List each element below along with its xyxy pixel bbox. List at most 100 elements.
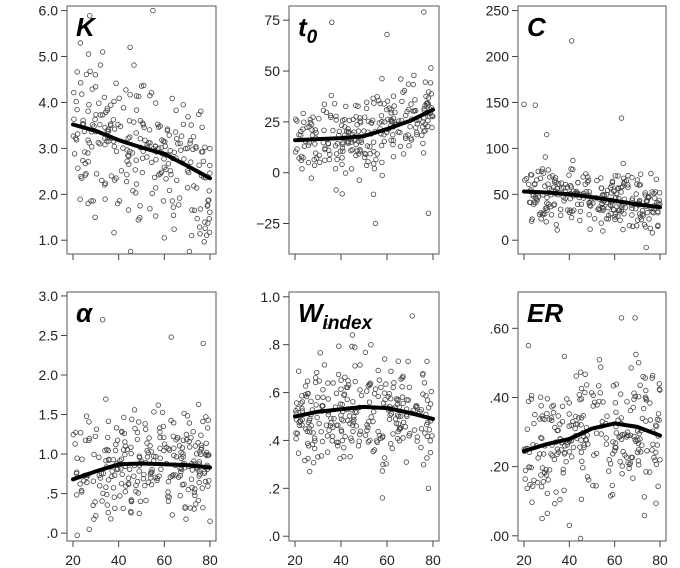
scatter-point — [429, 113, 435, 119]
scatter-point — [153, 156, 159, 163]
scatter-point — [611, 188, 617, 194]
scatter-point — [393, 396, 400, 402]
scatter-point — [147, 140, 153, 146]
scatter-point — [326, 156, 333, 163]
scatter-point — [577, 217, 583, 224]
scatter-point — [329, 438, 335, 444]
x-tick-label: 60 — [157, 552, 173, 568]
scatter-point — [533, 199, 539, 206]
scatter-point — [77, 40, 84, 46]
scatter-point — [619, 204, 625, 210]
scatter-point — [631, 396, 637, 402]
y-tick-label: 5.0 — [39, 49, 59, 65]
x-tick-label: 80 — [202, 552, 218, 568]
scatter-point — [348, 166, 355, 172]
scatter-point — [402, 424, 409, 430]
scatter-point — [625, 432, 631, 438]
scatter-point — [609, 491, 616, 498]
y-tick-label: .8 — [268, 337, 280, 353]
scatter-point — [358, 392, 365, 399]
scatter-point — [339, 191, 345, 197]
scatter-point — [187, 505, 194, 511]
scatter-point — [643, 244, 649, 251]
scatter-point — [146, 435, 152, 441]
scatter-point — [131, 62, 137, 68]
scatter-point — [544, 490, 550, 497]
scatter-point — [357, 148, 363, 154]
scatter-point — [74, 69, 80, 75]
scatter-point — [336, 343, 342, 349]
scatter-point — [323, 422, 330, 428]
scatter-point — [578, 422, 584, 428]
scatter-point — [122, 489, 128, 495]
scatter-point — [406, 384, 413, 390]
scatter-point — [327, 151, 333, 158]
scatter-point — [548, 212, 555, 218]
scatter-point — [85, 137, 91, 143]
scatter-point — [144, 440, 150, 446]
scatter-point — [201, 239, 207, 245]
scatter-point — [344, 128, 350, 135]
panel-title: α — [76, 298, 94, 328]
scatter-point — [164, 127, 170, 134]
scatter-point — [401, 87, 408, 94]
scatter-point — [127, 508, 134, 515]
scatter-point — [424, 397, 431, 403]
scatter-point — [387, 412, 393, 418]
scatter-point — [388, 116, 394, 123]
scatter-point — [96, 483, 103, 489]
scatter-point — [196, 459, 202, 465]
y-tick-label: 2.0 — [39, 186, 59, 202]
scatter-point — [145, 450, 151, 456]
scatter-point — [549, 417, 555, 424]
scatter-point — [399, 394, 406, 400]
scatter-point — [72, 429, 79, 436]
scatter-point — [600, 228, 606, 234]
scatter-point — [574, 421, 581, 427]
scatter-point — [618, 184, 624, 191]
scatter-point — [388, 368, 394, 374]
scatter-point — [528, 396, 534, 402]
scatter-point — [142, 137, 148, 143]
scatter-point — [157, 171, 163, 177]
scatter-point — [373, 156, 379, 163]
scatter-point — [382, 397, 388, 403]
scatter-point — [381, 455, 388, 461]
scatter-point — [92, 214, 98, 220]
scatter-point — [549, 453, 556, 459]
scatter-point — [123, 483, 129, 489]
scatter-point — [124, 171, 130, 178]
scatter-point — [378, 112, 385, 119]
scatter-point — [652, 422, 659, 428]
trend-line — [522, 421, 662, 454]
scatter-point — [385, 116, 391, 123]
scatter-point — [564, 396, 570, 402]
scatter-point — [123, 87, 129, 93]
scatter-point — [396, 413, 402, 420]
scatter-point — [613, 445, 619, 451]
scatter-point — [111, 98, 117, 105]
scatter-point — [540, 479, 546, 485]
scatter-point — [380, 433, 386, 439]
scatter-point — [342, 433, 348, 440]
scatter-point — [301, 143, 307, 149]
scatter-point — [555, 427, 561, 433]
scatter-point — [339, 145, 346, 151]
scatter-point — [320, 107, 327, 114]
scatter-point — [79, 456, 85, 462]
scatter-point — [413, 404, 419, 410]
scatter-point — [639, 207, 646, 214]
scatter-point — [522, 177, 528, 183]
scatter-point — [539, 413, 545, 419]
scatter-point — [600, 399, 606, 405]
scatter-point — [390, 431, 396, 437]
scatter-point — [160, 198, 167, 204]
y-tick-label: 1.0 — [39, 446, 59, 462]
scatter-point — [113, 175, 119, 181]
scatter-point — [179, 482, 186, 488]
scatter-point — [124, 446, 130, 453]
scatter-point — [612, 173, 618, 179]
scatter-point — [196, 224, 203, 230]
scatter-point — [377, 100, 383, 107]
scatter-point — [626, 465, 632, 472]
